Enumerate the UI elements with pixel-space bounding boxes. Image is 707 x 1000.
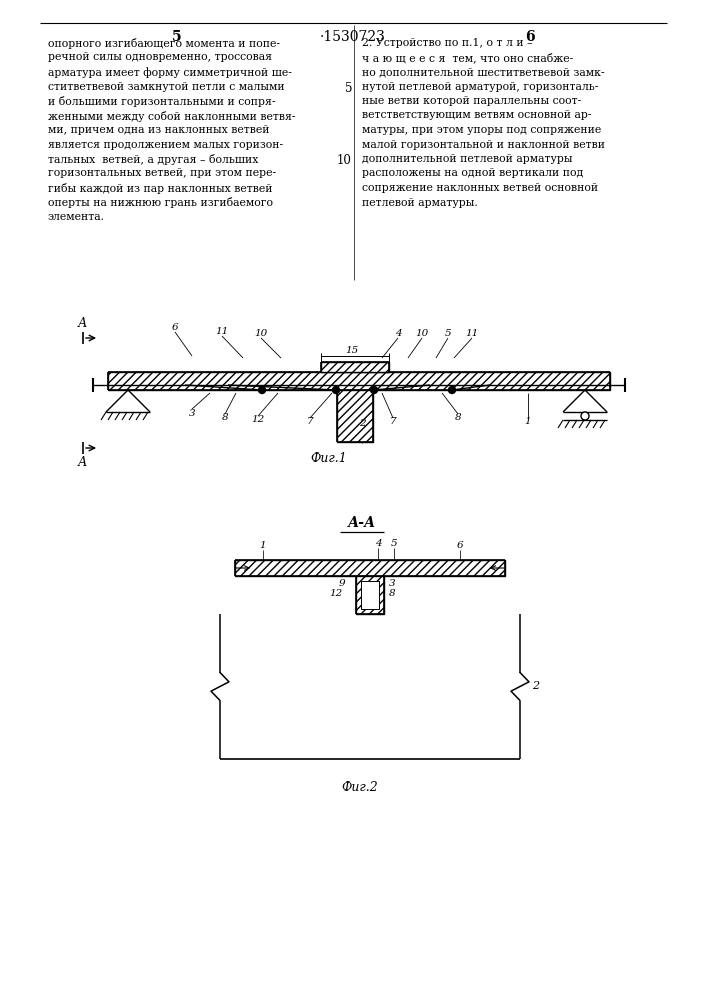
Circle shape	[448, 386, 455, 393]
Text: сопряжение наклонных ветвей основной: сопряжение наклонных ветвей основной	[362, 183, 598, 193]
Text: 10: 10	[416, 330, 428, 338]
Text: 8: 8	[455, 414, 461, 422]
Circle shape	[259, 386, 266, 393]
Text: и большими горизонтальными и сопря-: и большими горизонтальными и сопря-	[48, 96, 276, 107]
Text: расположены на одной вертикали под: расположены на одной вертикали под	[362, 168, 583, 178]
Text: 8: 8	[222, 414, 228, 422]
Text: нутой петлевой арматурой, горизонталь-: нутой петлевой арматурой, горизонталь-	[362, 82, 598, 92]
Text: ·1530723: ·1530723	[320, 30, 386, 44]
Text: 4: 4	[375, 540, 381, 548]
Text: 11: 11	[216, 328, 228, 336]
Bar	[356, 576, 384, 614]
Text: матуры, при этом упоры под сопряжение: матуры, при этом упоры под сопряжение	[362, 125, 601, 135]
Text: 9: 9	[339, 580, 345, 588]
Text: ветстветствующим ветвям основной ар-: ветстветствующим ветвям основной ар-	[362, 110, 592, 120]
Text: 2: 2	[532, 681, 539, 691]
Text: ч а ю щ е е с я  тем, что оно снабже-: ч а ю щ е е с я тем, что оно снабже-	[362, 52, 573, 63]
Text: но дополнительной шеститветвевой замк-: но дополнительной шеститветвевой замк-	[362, 67, 604, 77]
Text: 5: 5	[391, 540, 397, 548]
Circle shape	[370, 386, 378, 393]
Bar	[337, 390, 373, 442]
Text: оперты на нижнюю грань изгибаемого: оперты на нижнюю грань изгибаемого	[48, 198, 273, 209]
Text: 5: 5	[445, 330, 451, 338]
Text: ные ветви которой параллельны соот-: ные ветви которой параллельны соот-	[362, 96, 581, 106]
Text: 1: 1	[525, 418, 532, 426]
Text: гибы каждой из пар наклонных ветвей: гибы каждой из пар наклонных ветвей	[48, 183, 272, 194]
Text: 2: 2	[358, 418, 366, 428]
Text: 15: 15	[346, 346, 358, 355]
Text: 6: 6	[172, 324, 178, 332]
Text: 6: 6	[525, 30, 534, 44]
Text: элемента.: элемента.	[48, 212, 105, 222]
Text: 3: 3	[189, 408, 195, 418]
Text: 7: 7	[307, 418, 313, 426]
Text: ми, причем одна из наклонных ветвей: ми, причем одна из наклонных ветвей	[48, 125, 269, 135]
Text: 7: 7	[390, 418, 397, 426]
Text: петлевой арматуры.: петлевой арматуры.	[362, 198, 478, 208]
Text: женными между собой наклонными ветвя-: женными между собой наклонными ветвя-	[48, 110, 296, 121]
Text: речной силы одновременно, троссовая: речной силы одновременно, троссовая	[48, 52, 272, 62]
Text: опорного изгибающего момента и попе-: опорного изгибающего момента и попе-	[48, 38, 280, 49]
Text: 10: 10	[255, 330, 268, 338]
Text: 1: 1	[259, 542, 267, 550]
Circle shape	[581, 412, 589, 420]
Text: является продолжением малых горизон-: является продолжением малых горизон-	[48, 139, 283, 149]
Text: малой горизонтальной и наклонной ветви: малой горизонтальной и наклонной ветви	[362, 139, 605, 149]
Text: Фиг.2: Фиг.2	[341, 781, 378, 794]
Bar	[108, 372, 610, 390]
Text: А-А: А-А	[348, 516, 376, 530]
Bar	[361, 581, 379, 609]
Text: 5: 5	[173, 30, 182, 44]
Text: А: А	[77, 456, 87, 469]
Circle shape	[332, 386, 339, 393]
Text: горизонтальных ветвей, при этом пере-: горизонтальных ветвей, при этом пере-	[48, 168, 276, 178]
Text: 2. Устройство по п.1, о т л и –: 2. Устройство по п.1, о т л и –	[362, 38, 532, 48]
Text: ститветвевой замкнутой петли с малыми: ститветвевой замкнутой петли с малыми	[48, 82, 285, 92]
Text: 11: 11	[465, 330, 479, 338]
Text: 3: 3	[389, 580, 395, 588]
Text: А: А	[77, 317, 87, 330]
Text: 8: 8	[389, 588, 395, 597]
Text: 10: 10	[337, 154, 352, 167]
Bar	[321, 362, 389, 372]
Text: тальных  ветвей, а другая – больших: тальных ветвей, а другая – больших	[48, 154, 258, 165]
Text: дополнительной петлевой арматуры: дополнительной петлевой арматуры	[362, 154, 573, 164]
Text: 5: 5	[344, 82, 352, 95]
Text: арматура имеет форму симметричной ше-: арматура имеет форму симметричной ше-	[48, 67, 292, 78]
Text: 12: 12	[252, 416, 264, 424]
Text: 4: 4	[395, 330, 402, 338]
Bar	[235, 560, 505, 576]
Text: 12: 12	[329, 588, 343, 597]
Text: 6: 6	[457, 542, 463, 550]
Text: Фиг.1: Фиг.1	[310, 452, 346, 465]
